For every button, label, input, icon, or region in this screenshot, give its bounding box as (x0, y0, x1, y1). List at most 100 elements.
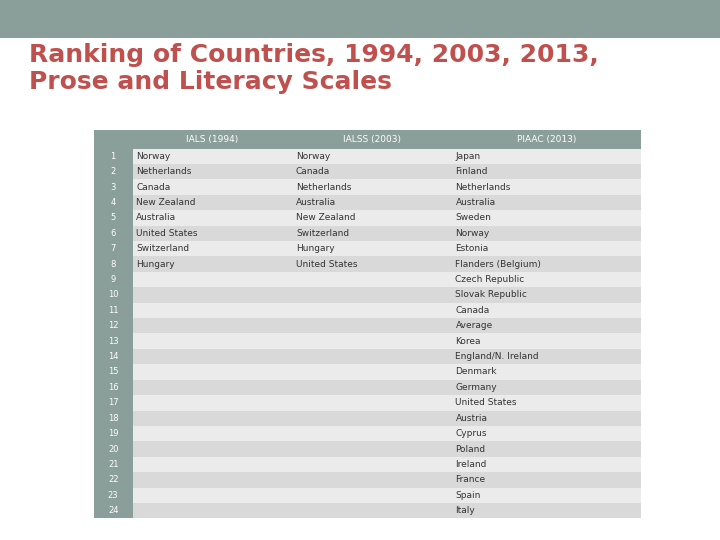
Bar (94, 380, 132, 395)
Text: 6: 6 (110, 229, 116, 238)
Bar (94, 364, 641, 380)
Text: 24: 24 (108, 506, 118, 515)
Text: Austria: Austria (456, 414, 487, 423)
Text: Czech Republic: Czech Republic (456, 275, 525, 284)
Bar (94, 426, 132, 441)
Text: New Zealand: New Zealand (136, 198, 196, 207)
Text: Italy: Italy (456, 506, 475, 515)
Text: 12: 12 (108, 321, 118, 330)
Bar (94, 179, 132, 195)
Text: Norway: Norway (136, 152, 171, 161)
Bar (94, 318, 641, 333)
Text: 4: 4 (110, 198, 116, 207)
Bar (94, 333, 641, 349)
Text: 18: 18 (108, 414, 119, 423)
Text: 17: 17 (108, 399, 119, 407)
Text: 1: 1 (110, 152, 116, 161)
Text: 8: 8 (110, 260, 116, 268)
Text: Netherlands: Netherlands (296, 183, 351, 192)
Text: Switzerland: Switzerland (296, 229, 349, 238)
Text: 3: 3 (110, 183, 116, 192)
Text: Switzerland: Switzerland (136, 244, 189, 253)
Text: France: France (456, 475, 485, 484)
Bar (94, 349, 132, 365)
Bar (94, 441, 641, 457)
Text: IALSS (2003): IALSS (2003) (343, 134, 401, 144)
Bar (94, 256, 132, 272)
Text: Korea: Korea (456, 336, 481, 346)
Text: Australia: Australia (296, 198, 336, 207)
Text: Estonia: Estonia (456, 244, 489, 253)
Bar (94, 195, 132, 210)
Bar (94, 148, 641, 164)
Bar (94, 287, 641, 302)
Bar (94, 195, 641, 210)
Bar (94, 302, 132, 318)
Text: England/N. Ireland: England/N. Ireland (456, 352, 539, 361)
Text: IALS (1994): IALS (1994) (186, 134, 238, 144)
Bar (94, 241, 641, 256)
Bar (94, 426, 641, 441)
Text: 20: 20 (108, 444, 118, 454)
Bar (292, 130, 452, 148)
Text: 10: 10 (108, 291, 118, 299)
Text: 19: 19 (108, 429, 118, 438)
Text: Hungary: Hungary (136, 260, 175, 268)
Bar (94, 226, 641, 241)
Bar (94, 210, 132, 226)
Bar (94, 272, 641, 287)
Bar (94, 302, 641, 318)
Bar (94, 410, 132, 426)
Text: 7: 7 (110, 244, 116, 253)
Bar (94, 256, 641, 272)
Bar (94, 272, 132, 287)
Bar (94, 380, 641, 395)
Text: Germany: Germany (456, 383, 497, 392)
Bar (94, 179, 641, 195)
Bar (94, 488, 132, 503)
Text: PIAAC (2013): PIAAC (2013) (517, 134, 576, 144)
Text: 14: 14 (108, 352, 118, 361)
Bar (94, 287, 132, 302)
Bar (94, 441, 132, 457)
Text: Norway: Norway (296, 152, 330, 161)
Text: Japan: Japan (456, 152, 481, 161)
Text: Ranking of Countries, 1994, 2003, 2013,
Prose and Literacy Scales: Ranking of Countries, 1994, 2003, 2013, … (29, 43, 598, 94)
Bar (94, 349, 641, 365)
Bar (94, 318, 132, 333)
Bar (94, 395, 132, 410)
Text: 9: 9 (110, 275, 116, 284)
Text: United States: United States (456, 399, 517, 407)
Text: 23: 23 (108, 491, 119, 500)
Text: Finland: Finland (456, 167, 488, 176)
Bar (94, 472, 132, 488)
Bar (452, 130, 641, 148)
Text: 5: 5 (110, 213, 116, 222)
Bar (132, 130, 292, 148)
Bar (94, 503, 132, 518)
Text: Sweden: Sweden (456, 213, 491, 222)
Text: United States: United States (296, 260, 357, 268)
Text: Australia: Australia (456, 198, 495, 207)
Bar (94, 457, 641, 472)
Bar (94, 130, 132, 148)
Text: 16: 16 (108, 383, 119, 392)
Text: Denmark: Denmark (456, 368, 497, 376)
Bar (94, 395, 641, 410)
Text: Average: Average (456, 321, 492, 330)
Bar (94, 457, 132, 472)
Text: New Zealand: New Zealand (296, 213, 356, 222)
Text: 11: 11 (108, 306, 118, 315)
Text: Norway: Norway (456, 229, 490, 238)
Text: Ireland: Ireland (456, 460, 487, 469)
Text: Canada: Canada (456, 306, 490, 315)
Bar (94, 488, 641, 503)
Text: 21: 21 (108, 460, 118, 469)
Bar (94, 364, 132, 380)
Text: 22: 22 (108, 475, 118, 484)
Text: Netherlands: Netherlands (136, 167, 192, 176)
Text: Slovak Republic: Slovak Republic (456, 291, 527, 299)
Bar (94, 164, 132, 179)
Bar (0, 0, 720, 38)
Text: Flanders (Belgium): Flanders (Belgium) (456, 260, 541, 268)
